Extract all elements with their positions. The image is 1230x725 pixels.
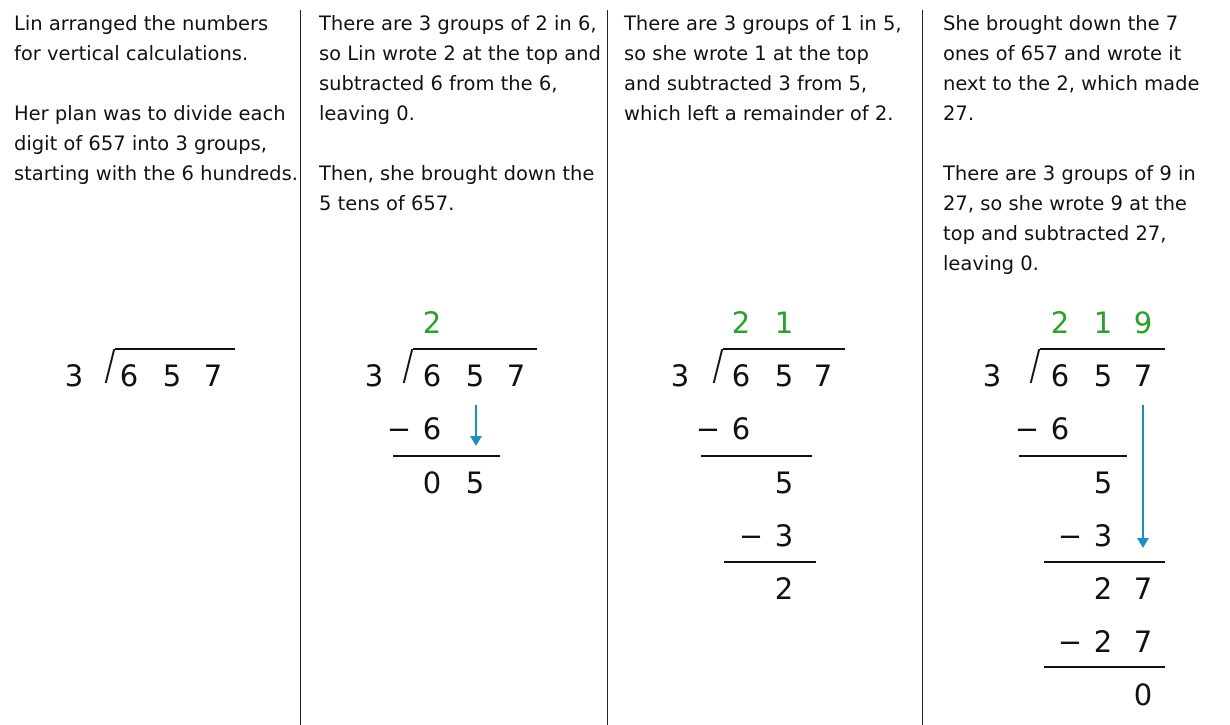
paragraph: There are 3 groups of 2 in 6, so Lin wro… [319,12,601,125]
bring-down-arrow-icon [1137,405,1149,548]
minus-sign: − [695,412,721,447]
work-digit: 7 [1133,625,1153,660]
dividend-digit: 7 [1133,359,1153,394]
division-bracket-side [1029,349,1041,383]
quotient-digit: 1 [774,306,794,340]
division-bracket-top [723,348,845,350]
work-digit: 0 [1133,678,1153,713]
division-bracket-top [413,348,537,350]
minus-sign: − [386,412,412,447]
minus-sign: − [1057,625,1083,660]
subtraction-line [1044,561,1165,563]
quotient-digit: 9 [1133,306,1153,340]
quotient-digit: 2 [1050,306,1070,340]
work-digit: 6 [422,412,442,447]
dividend-digit: 7 [813,359,833,394]
panel-divider [300,10,301,725]
work-digit: 5 [465,465,485,500]
dividend-digit: 7 [506,359,526,394]
work-digit: 6 [1050,412,1070,447]
panel-1-explanation: Lin arranged the numbers for vertical ca… [14,9,299,219]
division-bracket-top [1040,348,1165,350]
panel-2-explanation: There are 3 groups of 2 in 6, so Lin wro… [319,9,604,249]
work-digit: 5 [1093,465,1113,500]
dividend-digit: 6 [119,359,139,394]
bring-down-arrow-icon [470,405,482,446]
panel-divider [922,10,923,725]
minus-sign: − [1014,412,1040,447]
subtraction-line [393,455,500,457]
work-digit: 2 [1093,572,1113,606]
subtraction-line [1019,455,1127,457]
subtraction-line [724,561,816,563]
subtraction-line [701,455,812,457]
divisor: 3 [64,359,84,394]
work-digit: 5 [774,465,794,500]
work-digit: 0 [422,465,442,500]
paragraph: Then, she brought down the 5 tens of 657… [319,162,595,215]
divisor: 3 [670,359,690,394]
paragraph: There are 3 groups of 9 in 27, so she wr… [943,162,1196,275]
work-digit: 3 [774,518,794,553]
quotient-digit: 1 [1093,306,1113,340]
panel-divider [607,10,608,725]
quotient-digit: 2 [731,306,751,340]
paragraph: There are 3 groups of 1 in 5, so she wro… [624,12,902,125]
work-digit: 2 [1093,625,1113,660]
minus-sign: − [738,518,764,553]
panel-4-explanation: She brought down the 7 ones of 657 and w… [943,9,1213,309]
dividend-digit: 6 [422,359,442,394]
work-digit: 7 [1133,572,1153,606]
work-digit: 3 [1093,518,1113,553]
panel-3-explanation: There are 3 groups of 1 in 5, so she wro… [624,9,909,159]
dividend-digit: 5 [1093,359,1113,394]
paragraph: Her plan was to divide each digit of 657… [14,102,298,185]
dividend-digit: 6 [1050,359,1070,394]
dividend-digit: 6 [731,359,751,394]
work-digit: 2 [774,572,794,606]
divisor: 3 [982,359,1002,394]
division-bracket-top [115,348,235,350]
quotient-digit: 2 [422,306,442,340]
paragraph: Lin arranged the numbers for vertical ca… [14,12,269,65]
dividend-digit: 5 [465,359,485,394]
dividend-digit: 7 [203,359,223,394]
dividend-digit: 5 [774,359,794,394]
paragraph: She brought down the 7 ones of 657 and w… [943,12,1200,125]
dividend-digit: 5 [162,359,182,394]
minus-sign: − [1057,518,1083,553]
subtraction-line [1044,666,1165,668]
divisor: 3 [364,359,384,394]
work-digit: 6 [731,412,751,447]
